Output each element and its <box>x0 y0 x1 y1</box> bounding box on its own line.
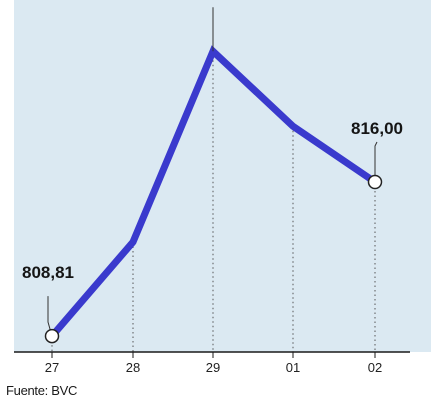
data-label: 816,00 <box>351 119 403 138</box>
x-tick-label: 02 <box>368 360 382 375</box>
source-note: Fuente: BVC <box>6 383 78 398</box>
data-point-marker <box>44 328 60 344</box>
data-point-marker <box>367 174 383 190</box>
data-label: 822,10 <box>193 0 245 1</box>
label-leader <box>374 141 378 182</box>
data-label: 808,81 <box>22 263 74 282</box>
x-tick-label: 01 <box>286 360 300 375</box>
x-tick-label: 28 <box>126 360 140 375</box>
x-tick-label: 27 <box>45 360 59 375</box>
x-tick-label: 29 <box>206 360 220 375</box>
